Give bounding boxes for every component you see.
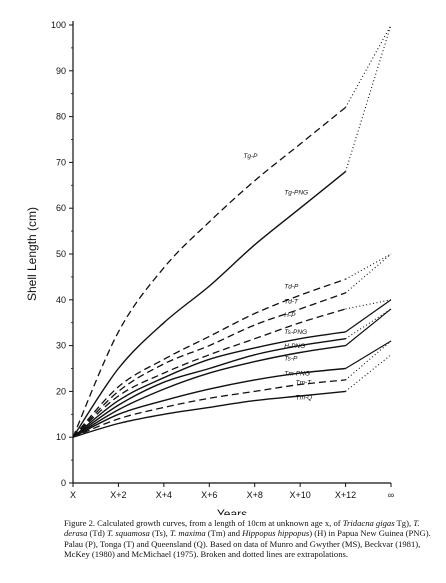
y-tick-label: 100: [51, 20, 66, 30]
x-tick-label: X+6: [201, 490, 217, 500]
y-tick-label: 20: [56, 386, 66, 396]
y-tick-label: 80: [56, 112, 66, 122]
series-line-tm-png: [72, 367, 346, 438]
caption-text-1: Figure 2. Calculated growth curves, from…: [64, 518, 343, 528]
y-tick-label: 70: [56, 157, 66, 167]
y-tick-label: 30: [56, 341, 66, 351]
series-line-h-p: [72, 308, 346, 438]
series-line-ts-p: [72, 344, 346, 438]
series-extrapolation-tm-t: [345, 340, 392, 381]
series-label-h-p: H-P: [284, 312, 296, 319]
series-label-tm-t: Tm-T: [296, 380, 313, 387]
series-label-tg-p: Tg-P: [243, 153, 258, 160]
series-line-td-t: [72, 292, 346, 438]
series-label-tm-q: Tm-Q: [296, 395, 313, 402]
series-extrapolation-h-p: [345, 299, 392, 310]
caption-species-ts: T. squamosa: [106, 528, 150, 539]
x-tick-label: X+12: [335, 490, 356, 500]
x-tick-label: X: [70, 490, 76, 500]
series-label-tg-png: Tg-PNG: [284, 189, 308, 196]
caption-text-5: (Tm) and: [205, 528, 243, 539]
series-label-ts-p: Ts-P: [284, 355, 298, 362]
y-tick-label: 0: [61, 478, 66, 488]
figure-caption: Figure 2. Calculated growth curves, from…: [64, 518, 434, 560]
caption-species-tm: T. maxima: [169, 528, 206, 539]
series-line-tg-p: [72, 106, 347, 438]
series-line-td-p: [72, 278, 346, 438]
x-tick-label: X+4: [156, 490, 172, 500]
series-label-h-png: H-PNG: [284, 343, 305, 350]
series-extrapolation-td-t: [345, 253, 392, 294]
growth-curve-chart: 0 10 20 30 40 50 60 70 80 90 100 X X+2 X+4 X+6 X+8 X+10 X…: [25, 20, 394, 515]
series-label-td-t: Td-T: [284, 298, 299, 305]
series-extrapolation-ts-p: [345, 308, 392, 347]
series-label-td-p: Td-P: [284, 283, 299, 290]
series-line-tg-png: [72, 171, 347, 438]
caption-text-2: Tg),: [394, 518, 414, 528]
caption-species-h: Hippopus hippopus: [242, 528, 310, 539]
series-label-tm-png: Tm-PNG: [284, 370, 310, 377]
series-line-ts-png: [72, 331, 346, 438]
x-tick-label: X+8: [247, 490, 263, 500]
caption-text-6: ) (H) in Papua New Guinea (PNG). Palau (…: [64, 528, 431, 560]
y-axis-title: Shell Length (cm): [25, 207, 39, 301]
caption-text-3: (Td): [87, 528, 107, 539]
series-extrapolation-ts-png: [345, 299, 392, 333]
series-line-h-png: [72, 338, 346, 438]
y-tick-label: 50: [56, 249, 66, 259]
y-tick-label: 10: [56, 432, 66, 442]
x-tick-label: X+10: [290, 490, 311, 500]
series-extrapolation-td-p: [345, 253, 392, 280]
series-extrapolation-h-png: [345, 308, 392, 340]
x-tick-label: X+2: [110, 490, 126, 500]
series-extrapolation-tm-png: [345, 340, 392, 370]
series-label-ts-png: Ts-PNG: [284, 329, 307, 336]
caption-text-4: (Ts),: [149, 528, 170, 539]
y-tick-label: 40: [56, 295, 66, 305]
x-tick-label: ∞: [388, 490, 394, 500]
series-extrapolation-tg-p: [345, 24, 392, 108]
series-line-tm-t: [72, 379, 346, 438]
caption-species-td: T. derasa: [64, 518, 420, 539]
series-extrapolation-tm-q: [345, 354, 392, 392]
series-line-tm-q: [72, 390, 346, 438]
y-tick-label: 90: [56, 66, 66, 76]
caption-species-tg: Tridacna gigas: [342, 518, 395, 528]
series-extrapolation-tg-png: [345, 24, 392, 172]
y-tick-label: 60: [56, 203, 66, 213]
x-axis-title: Years: [217, 507, 247, 515]
